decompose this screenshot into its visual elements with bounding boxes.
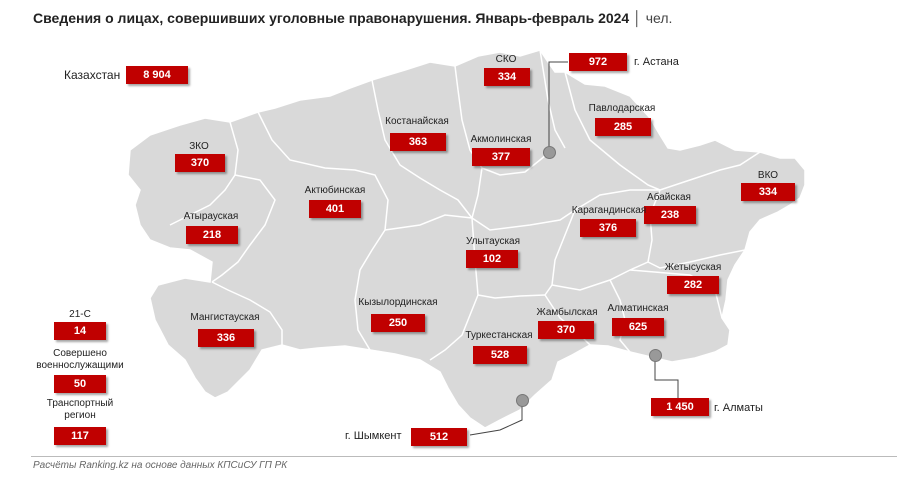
mangystau-value: 336: [198, 329, 254, 347]
akmola-label: Акмолинская: [470, 134, 532, 145]
footer-divider: [31, 456, 897, 457]
title-text: Сведения о лицах, совершивших уголовные …: [33, 10, 630, 26]
zko-value: 370: [175, 154, 225, 172]
almaty-city-value: 1 450: [651, 398, 709, 416]
aktobe-value: 401: [309, 200, 361, 218]
transport-value: 117: [54, 427, 106, 445]
almaty-region-label: Алматинская: [607, 303, 669, 314]
karaganda-value: 376: [580, 219, 636, 237]
zhambyl-label: Жамбылская: [536, 307, 598, 318]
shymkent-value: 512: [411, 428, 467, 446]
abai-label: Абайская: [647, 192, 691, 203]
almaty-region-value: 625: [612, 318, 664, 336]
kostanay-label: Костанайская: [385, 116, 449, 127]
vko-value: 334: [741, 183, 795, 201]
kyzylorda-value: 250: [371, 314, 425, 332]
zhambyl-value: 370: [538, 321, 594, 339]
astana-value: 972: [569, 53, 627, 71]
source-note: Расчёты Ranking.kz на основе данных КПСи…: [33, 460, 288, 471]
unit-text: │ чел.: [633, 10, 673, 26]
c21-value: 14: [54, 322, 106, 340]
turkestan-value: 528: [473, 346, 527, 364]
aktobe-label: Актюбинская: [304, 185, 366, 196]
sko-label: СКО: [495, 54, 517, 65]
mangystau-label: Мангистауская: [190, 312, 260, 323]
ulytau-value: 102: [466, 250, 518, 268]
turkestan-label: Туркестанская: [465, 330, 533, 341]
military-label-1: Совершено: [53, 348, 107, 359]
shymkent-label: г. Шымкент: [345, 430, 402, 442]
akmola-value: 377: [472, 148, 530, 166]
almaty-city-label: г. Алматы: [714, 402, 763, 414]
c21-label: 21-С: [69, 309, 91, 320]
sko-value: 334: [484, 68, 530, 86]
kostanay-value: 363: [390, 133, 446, 151]
pavlodar-label: Павлодарская: [588, 103, 656, 114]
astana-marker: [543, 146, 556, 159]
vko-label: ВКО: [757, 170, 779, 181]
zko-label: ЗКО: [189, 141, 209, 152]
chart-title: Сведения о лицах, совершивших уголовные …: [33, 10, 672, 26]
military-label-2: военнослужащими: [36, 360, 124, 371]
pavlodar-value: 285: [595, 118, 651, 136]
almaty-marker: [649, 349, 662, 362]
transport-label-2: регион: [64, 410, 96, 421]
military-value: 50: [54, 375, 106, 393]
atyrau-value: 218: [186, 226, 238, 244]
abai-value: 238: [644, 206, 696, 224]
kyzylorda-label: Кызылординская: [358, 297, 438, 308]
zhetysu-value: 282: [667, 276, 719, 294]
kazakhstan-value: 8 904: [126, 66, 188, 84]
zhetysu-label: Жетысуская: [664, 262, 722, 273]
kazakhstan-label: Казахстан: [64, 68, 121, 82]
ulytau-label: Улытауская: [465, 236, 521, 247]
karaganda-label: Карагандинская: [571, 205, 647, 216]
atyrau-label: Атырауская: [183, 211, 239, 222]
astana-label: г. Астана: [634, 56, 679, 68]
shymkent-marker: [516, 394, 529, 407]
transport-label-1: Транспортный: [46, 398, 114, 409]
